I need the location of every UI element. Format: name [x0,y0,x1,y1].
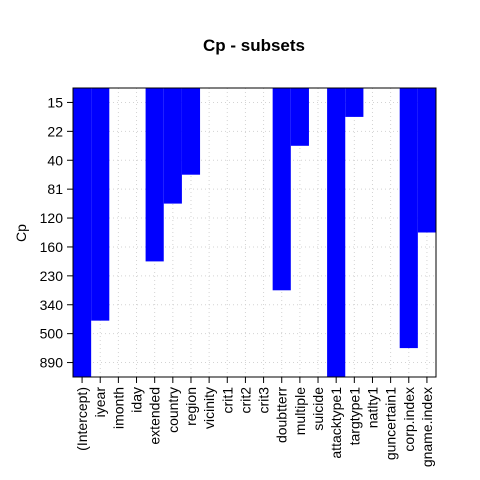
y-tick-label: 40 [47,152,63,168]
y-tick-label: 890 [40,355,64,371]
x-tick-label: crit1 [219,387,235,414]
x-tick-label: (Intercept) [74,387,90,451]
grid-lines [73,88,436,377]
x-tick-label: iyear [92,387,108,418]
bar-country [163,88,182,204]
bar-region [181,88,201,175]
x-tick-label: attacktype1 [328,387,344,459]
bar-layer [73,88,436,377]
x-tick-label: guncertain1 [383,387,399,460]
x-tick-label: country [165,387,181,433]
bar-iyear [91,88,110,321]
x-tick-label: doubtterr [274,387,290,443]
y-tick-label: 160 [40,239,64,255]
x-axis: (Intercept) iyear imonth iday extended countr… [74,377,435,467]
plot-frame [72,87,437,378]
x-tick-label: iday [129,387,145,413]
y-tick-label: 15 [47,94,63,110]
x-tick-label: vicinity [201,387,217,429]
chart-title: Cp - subsets [203,36,305,55]
x-tick-label: imonth [110,387,126,429]
x-tick-label: corp.index [401,387,417,452]
bar-gname-index [417,88,436,233]
y-tick-label: 22 [47,123,63,139]
y-tick-label: 500 [40,326,64,342]
x-tick-label: crit2 [237,387,253,414]
x-tick-label: natlty1 [364,387,380,428]
x-tick-label: extended [147,387,163,445]
x-tick-label: crit3 [256,387,272,414]
y-tick-label: 120 [40,210,64,226]
y-tick-label: 340 [40,297,64,313]
bar-extended [145,88,164,262]
bar-doubtterr [272,88,291,291]
x-tick-label: targtype1 [346,387,362,446]
bar-targtype1 [345,88,364,117]
y-axis-label: Cp [13,224,29,242]
y-tick-label: 230 [40,268,64,284]
x-tick-label: gname.index [419,387,435,467]
y-tick-label: 81 [47,181,63,197]
bar-multiple [290,88,309,146]
y-axis: 15 22 40 81 120 160 230 340 500 890 [40,94,73,371]
bar-intercept [73,88,92,377]
bar-corp-index [399,88,418,349]
x-tick-label: region [183,387,199,426]
x-tick-label: multiple [292,387,308,435]
bar-attacktype1 [327,88,346,377]
x-tick-label: suicide [310,387,326,431]
